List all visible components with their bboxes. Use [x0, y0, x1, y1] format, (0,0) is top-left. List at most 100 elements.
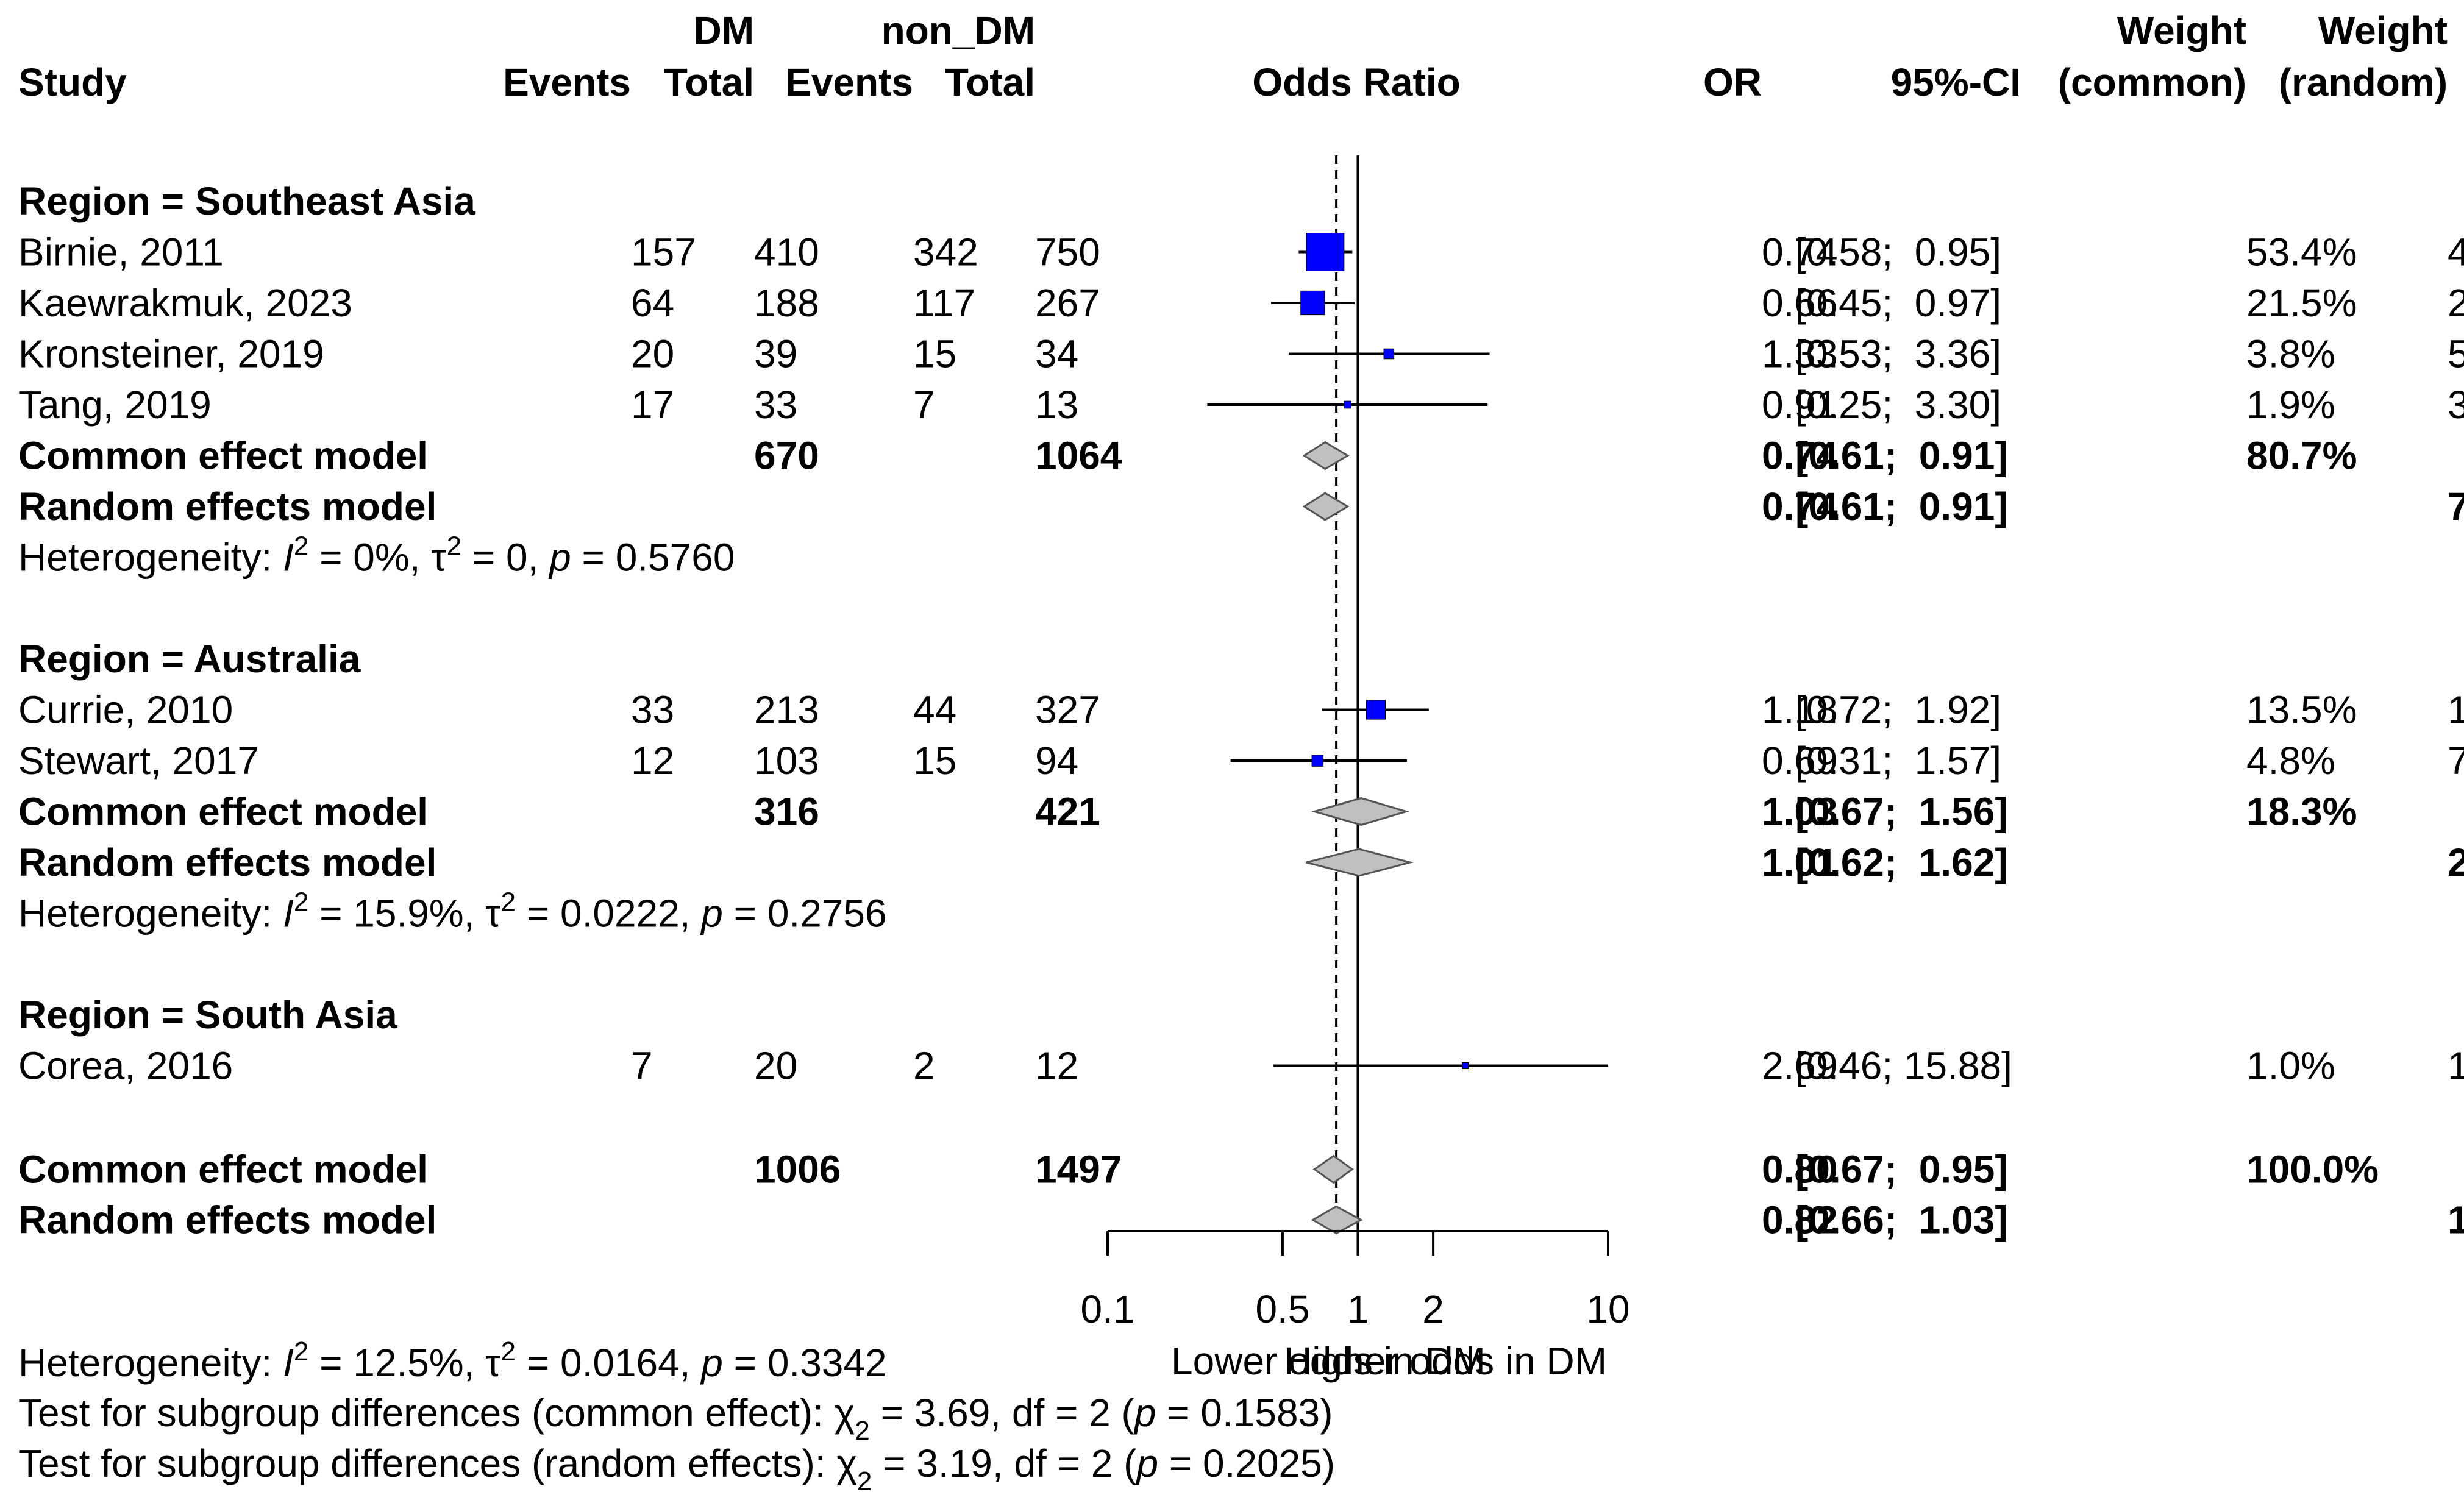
dm-events: 157 [631, 230, 696, 274]
ci-value: [0.72; 1.92] [1795, 688, 2001, 732]
heterogeneity-text-part: p [700, 892, 723, 936]
nondm-events: 44 [913, 688, 956, 732]
overall-or-value: 0.82 [1762, 1198, 1838, 1242]
dm-total: 410 [754, 230, 819, 274]
header-group1-label: DM [693, 9, 754, 52]
pooled-diamond [1302, 441, 1350, 471]
dm-events: 12 [631, 739, 674, 783]
heterogeneity-text-part: I [283, 892, 294, 936]
overall-or-value: 0.80 [1762, 1148, 1838, 1192]
overall-heterogeneity-text-part: I [283, 1341, 294, 1385]
dm-events: 20 [631, 332, 674, 376]
dm-total: 188 [754, 281, 819, 325]
or-value: 0.91 [1762, 383, 1838, 427]
overall-heterogeneity-text-part: = 0.3342 [723, 1341, 887, 1385]
subgroup-title: Region = South Asia [18, 993, 397, 1037]
pooled-ci-value: [0.67; 1.56] [1795, 790, 2008, 834]
heterogeneity-text-part: = 15.9%, τ [308, 892, 500, 936]
x-tick-label: 1 [1347, 1287, 1369, 1331]
heterogeneity-text-part: = 0.0222, [516, 892, 701, 936]
ci-value: [0.45; 0.97] [1795, 281, 2001, 325]
x-tick-label: 2 [1422, 1287, 1444, 1331]
ci-value: [0.58; 0.95] [1795, 230, 2001, 274]
subgroup-test-text-part: 2 [855, 1416, 869, 1446]
random-model-label: Random effects model [18, 840, 436, 884]
pooled-ci-value: [0.61; 0.91] [1795, 434, 2008, 478]
weight-random: 41.6% [2448, 230, 2464, 274]
subgroup-test-text-part: χ [835, 1391, 855, 1435]
pooled-or-value: 0.74 [1762, 434, 1838, 478]
nondm-events: 117 [913, 281, 975, 325]
weight-common: 4.8% [2246, 739, 2335, 783]
subgroup-test-text-part: = 3.19, df = 2 ( [872, 1441, 1136, 1485]
nondm-total-pooled: 421 [1035, 790, 1100, 834]
weight-random: 5.6% [2448, 332, 2464, 376]
overall-nondm-total: 1497 [1035, 1148, 1122, 1192]
or-value: 0.74 [1762, 230, 1838, 274]
effect-square [1462, 1062, 1469, 1069]
effect-square [1300, 290, 1325, 316]
nondm-total: 267 [1035, 281, 1100, 325]
pooled-ci-value: [0.62; 1.62] [1795, 840, 2008, 884]
pooled-weight-random: 24.1% [2448, 840, 2464, 884]
ci-value: [0.31; 1.57] [1795, 739, 2001, 783]
x-label-lower-odds: Lower odds in DM [1171, 1339, 1486, 1383]
overall-heterogeneity-text-part: p [700, 1341, 723, 1385]
effect-square [1311, 755, 1324, 767]
nondm-events: 15 [913, 332, 956, 376]
nondm-events: 2 [913, 1044, 935, 1088]
common-model-label: Common effect model [18, 790, 428, 834]
subgroup-test-text-part: 2 [857, 1466, 872, 1496]
header-events-dm: Events [503, 60, 631, 104]
heterogeneity-text: Heterogeneity: I2 = 15.9%, τ2 = 0.0222, … [18, 887, 887, 936]
effect-square [1383, 348, 1395, 360]
pooled-or-value: 1.01 [1762, 840, 1838, 884]
nondm-total: 94 [1035, 739, 1078, 783]
dm-total-pooled: 670 [754, 434, 819, 478]
heterogeneity-text-part: 2 [447, 531, 461, 561]
pooled-weight-random: 74.3% [2448, 485, 2464, 528]
header-events-nondm: Events [785, 60, 913, 104]
header-group2-label: non_DM [881, 9, 1035, 52]
weight-common: 21.5% [2246, 281, 2357, 325]
heterogeneity-text-part: = 0%, τ [308, 536, 446, 580]
ci-value: [0.46; 15.88] [1795, 1044, 2012, 1088]
nondm-total-pooled: 1064 [1035, 434, 1122, 478]
heterogeneity-text-part: = 0.5760 [571, 536, 735, 580]
study-name: Birnie, 2011 [18, 230, 224, 274]
weight-common: 1.0% [2246, 1044, 2335, 1088]
pooled-diamond [1302, 492, 1350, 521]
subgroup-test-text-part: = 0.1583) [1156, 1391, 1333, 1435]
pooled-or-value: 1.03 [1762, 790, 1838, 834]
x-tick-label: 0.1 [1081, 1287, 1135, 1331]
heterogeneity-text-part: = 0, [461, 536, 549, 580]
subgroup-test-text-part: χ [836, 1441, 857, 1485]
ci-value: [0.53; 3.36] [1795, 332, 2001, 376]
overall-dm-total: 1006 [754, 1148, 841, 1192]
study-name: Kronsteiner, 2019 [18, 332, 324, 376]
overall-heterogeneity-text-part: 2 [501, 1337, 516, 1366]
dm-events: 64 [631, 281, 674, 325]
header-common: (common) [2058, 60, 2246, 104]
pooled-diamond [1311, 797, 1410, 826]
subgroup-title: Region = Australia [18, 637, 361, 681]
or-value: 1.18 [1762, 688, 1838, 732]
x-label-higher-odds: Higher odds in DM [1284, 1339, 1607, 1383]
nondm-total: 34 [1035, 332, 1078, 376]
subgroup-test-text: Test for subgroup differences (random ef… [18, 1441, 1335, 1496]
study-name: Kaewrakmuk, 2023 [18, 281, 352, 325]
heterogeneity-text-part: 2 [501, 887, 516, 917]
overall-common-label: Common effect model [18, 1148, 428, 1192]
overall-weight-random: 100.0% [2448, 1198, 2464, 1242]
dm-events: 33 [631, 688, 674, 732]
overall-heterogeneity-text-part: Heterogeneity: [18, 1341, 283, 1385]
subgroup-test-text-part: p [1135, 1441, 1158, 1485]
weight-common: 53.4% [2246, 230, 2357, 274]
weight-common: 1.9% [2246, 383, 2335, 427]
overall-heterogeneity-text: Heterogeneity: I2 = 12.5%, τ2 = 0.0164, … [18, 1337, 887, 1385]
subgroup-test-text-part: Test for subgroup differences (common ef… [18, 1391, 835, 1435]
weight-common: 13.5% [2246, 688, 2357, 732]
weight-random: 7.0% [2448, 739, 2464, 783]
heterogeneity-text-part: = 0.2756 [723, 892, 887, 936]
